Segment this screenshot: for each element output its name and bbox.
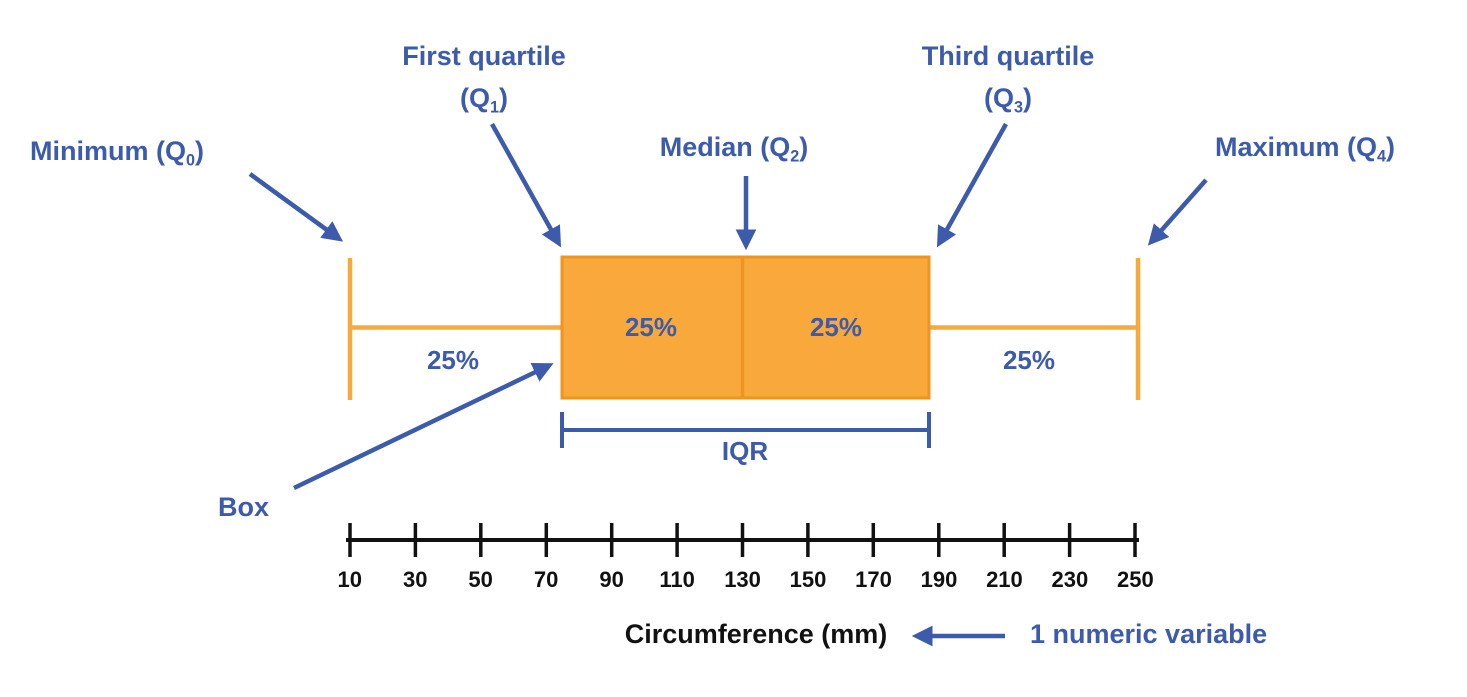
maximum-label: Maximum (Q4) [1215, 132, 1396, 166]
box-rect [560, 255, 931, 400]
percent-box-left-label: 25% [624, 312, 678, 342]
tick-label: 190 [920, 567, 958, 592]
third-quartile-arrow-icon [936, 122, 1008, 248]
first-quartile-label-sub: 1 [489, 98, 499, 117]
median-label: Median (Q2) [659, 132, 809, 166]
minimum-label-close: ) [195, 136, 205, 166]
first-quartile-label-text: (Q [459, 82, 490, 113]
axis-title: Circumference (mm) [624, 619, 888, 649]
minimum-arrow-icon [248, 172, 344, 242]
tick-label: 50 [468, 567, 493, 592]
third-quartile-label-close: ) [1023, 82, 1033, 113]
tick-label: 250 [1117, 567, 1154, 592]
minimum-label: Minimum (Q0) [30, 136, 205, 170]
first-quartile-label: First quartile (Q1) [402, 36, 566, 120]
tick-label: 110 [659, 567, 695, 592]
tick-label: 90 [599, 567, 624, 592]
annotation-arrows [248, 122, 1208, 647]
percent-left-whisker-label: 25% [426, 345, 480, 375]
minimum-label-text: Minimum (Q [30, 136, 186, 166]
percent-box-right-label: 25% [809, 312, 863, 342]
maximum-arrow-icon [1147, 178, 1208, 246]
third-quartile-label-text: (Q [983, 82, 1014, 113]
tick-label: 230 [1051, 567, 1089, 592]
minimum-label-sub: 0 [186, 151, 196, 170]
iqr-bracket [560, 412, 931, 448]
tick-label: 130 [724, 567, 761, 592]
third-quartile-label: Third quartile (Q3) [922, 36, 1095, 120]
third-quartile-label-line2: (Q3) [922, 78, 1095, 120]
axis-tick-labels: 10 30 50 70 90 110 130 150 170 190 210 2… [317, 567, 1168, 593]
median-label-sub: 2 [790, 147, 800, 166]
tick-label: 210 [986, 567, 1023, 592]
box-arrow-icon [293, 362, 554, 491]
iqr-label: IQR [721, 436, 769, 466]
first-quartile-label-line1: First quartile [402, 41, 566, 71]
numeric-variable-label: 1 numeric variable [1030, 619, 1268, 649]
tick-label: 10 [337, 567, 362, 592]
tick-label: 170 [855, 567, 892, 592]
third-quartile-label-line1: Third quartile [921, 41, 1095, 71]
tick-label: 30 [402, 567, 428, 592]
whiskers [347, 258, 1141, 400]
maximum-label-sub: 4 [1377, 147, 1387, 166]
tick-label: 70 [533, 567, 559, 592]
tick-label: 150 [789, 567, 827, 592]
maximum-label-close: ) [1386, 132, 1396, 162]
first-quartile-label-line2: (Q1) [402, 78, 566, 120]
third-quartile-label-sub: 3 [1013, 98, 1024, 117]
box-label: Box [218, 492, 270, 522]
maximum-label-text: Maximum (Q [1215, 132, 1378, 162]
number-line-axis [346, 523, 1139, 557]
median-label-text: Median (Q [659, 132, 791, 162]
first-quartile-label-close: ) [499, 82, 508, 113]
first-quartile-arrow-icon [490, 122, 562, 248]
percent-right-whisker-label: 25% [1002, 345, 1056, 375]
axis-ticks [348, 523, 1137, 557]
median-label-close: ) [799, 132, 809, 162]
